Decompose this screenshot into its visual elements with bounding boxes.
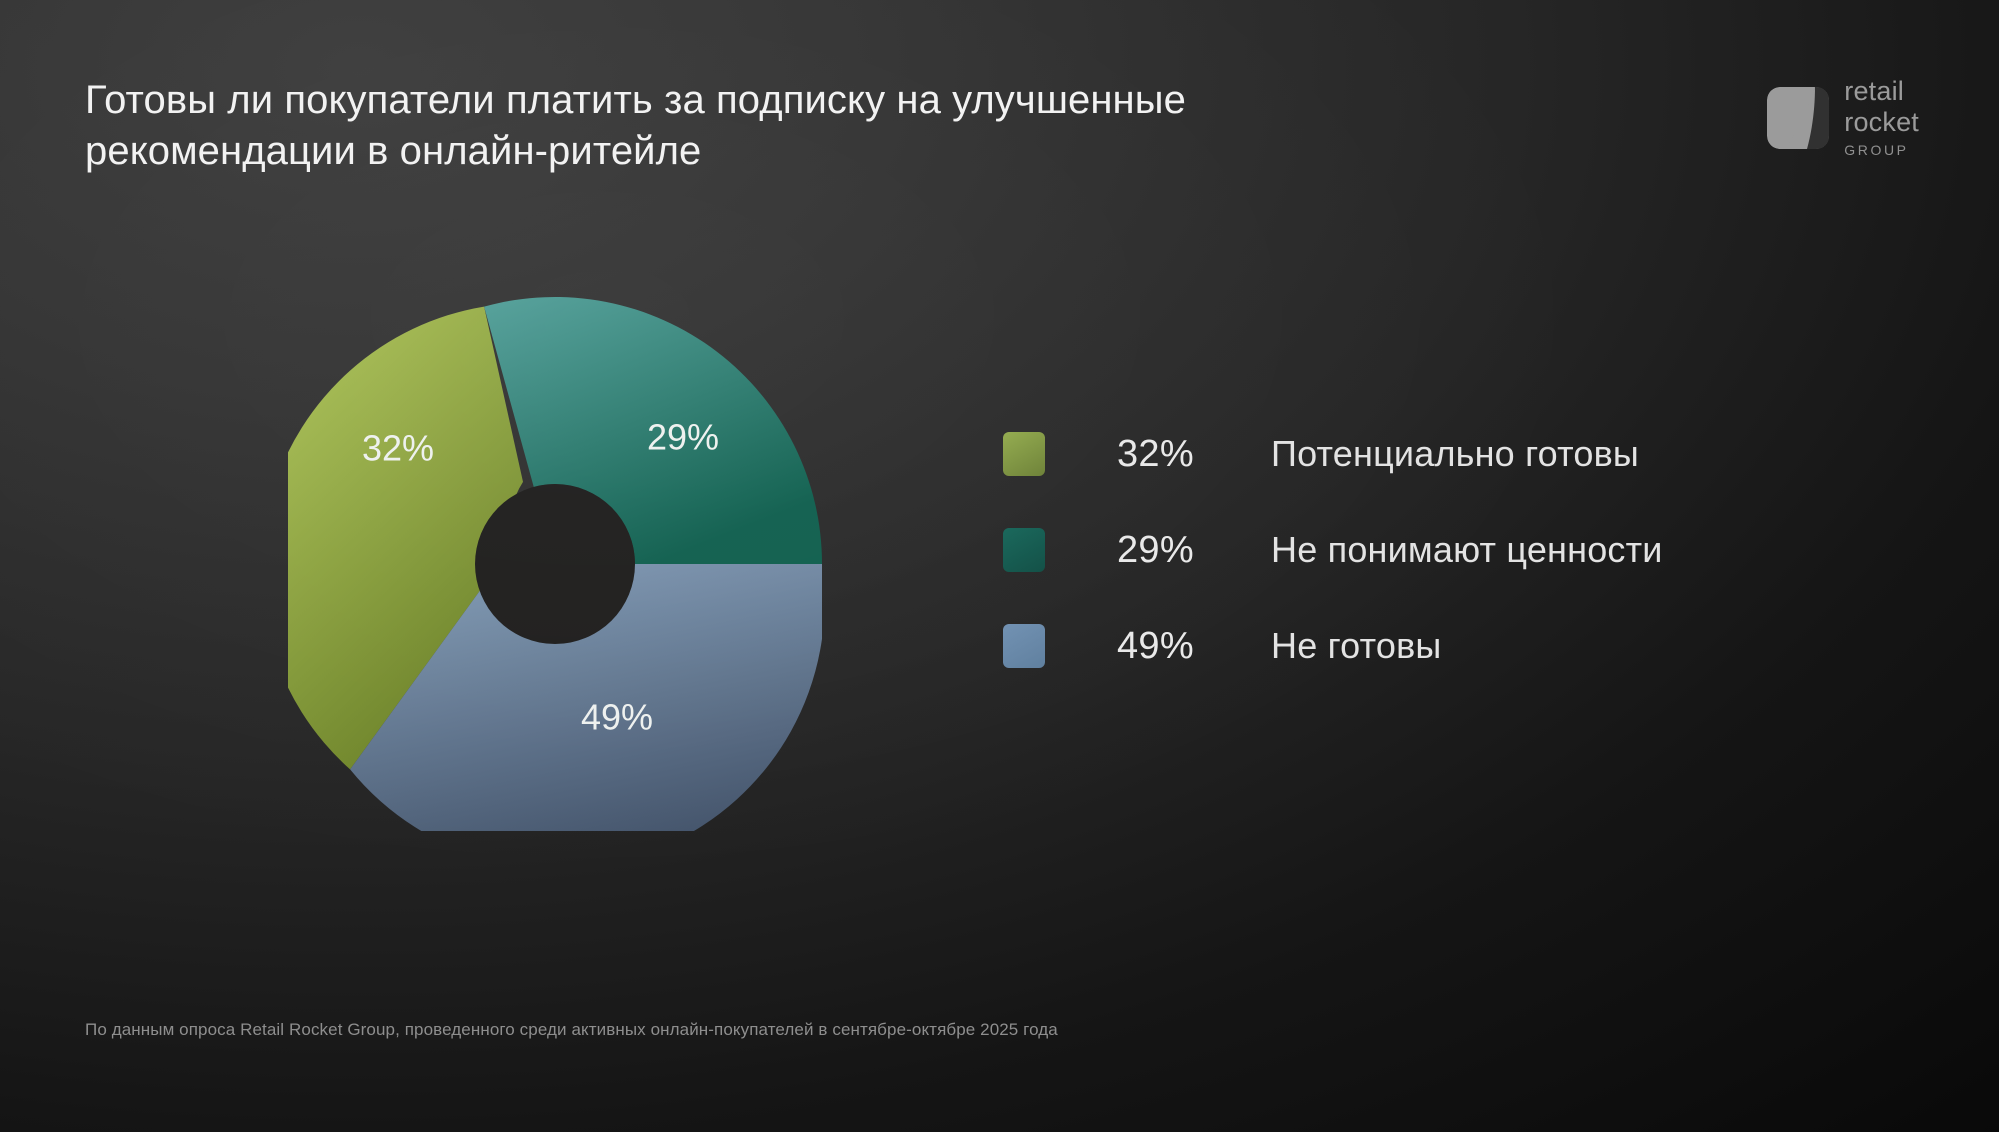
slice-label-potentially-ready: 32% [362,428,434,469]
slice-labels: 32% 29% 49% [362,417,719,738]
logo-wordmark: retail rocket GROUP [1844,76,1919,158]
legend-label: Не понимают ценности [1271,529,1663,570]
source-footnote: По данным опроса Retail Rocket Group, пр… [85,1020,1058,1039]
pie-slice-potentially-ready[interactable] [288,306,523,770]
donut-slices [288,297,822,831]
legend-value: 29% [1117,528,1194,571]
legend-value: 32% [1117,432,1194,475]
slice-label-not-ready: 49% [581,697,653,738]
legend-swatch-icon [1003,624,1045,668]
legend-value: 49% [1117,624,1194,667]
logo-line-retail: retail [1844,76,1904,106]
legend-item-dont-understand-value[interactable]: 29% Не понимают ценности [1003,528,1663,572]
page-title: Готовы ли покупатели платить за подписку… [85,78,1186,174]
chart-legend: 32% Потенциально готовы 29% Не понимают … [1003,432,1663,668]
donut-hole [475,484,635,644]
legend-item-potentially-ready[interactable]: 32% Потенциально готовы [1003,432,1663,476]
logo-line-group: GROUP [1844,142,1909,158]
pie-slice-dont-understand-value[interactable] [484,297,822,564]
legend-swatch-icon [1003,432,1045,476]
legend-swatch-icon [1003,528,1045,572]
donut-chart: 32% 29% 49% [288,297,822,831]
legend-label: Не готовы [1271,625,1442,666]
brand-logo: retail rocket GROUP [1767,78,1919,157]
slice-label-dont-understand-value: 29% [647,417,719,458]
pie-slice-not-ready[interactable] [350,547,822,831]
logo-line-rocket: rocket [1844,107,1919,137]
legend-item-not-ready[interactable]: 49% Не готовы [1003,624,1663,668]
legend-label: Потенциально готовы [1271,433,1639,474]
retail-rocket-mark-icon [1767,86,1830,149]
